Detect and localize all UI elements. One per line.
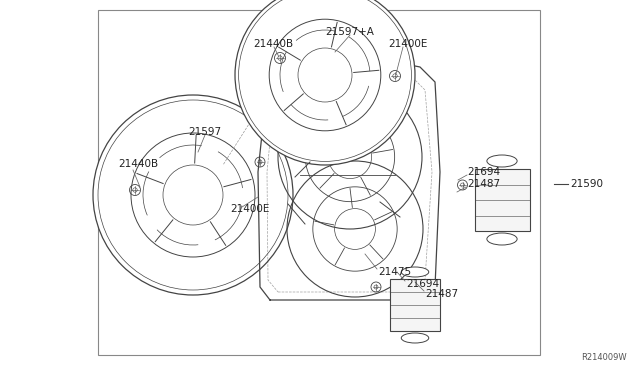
Text: 21487: 21487 xyxy=(425,289,458,299)
Ellipse shape xyxy=(487,233,517,245)
Circle shape xyxy=(235,0,415,165)
Text: R214009W: R214009W xyxy=(581,353,627,362)
Text: 21440B: 21440B xyxy=(253,39,293,49)
Text: 21590: 21590 xyxy=(570,179,603,189)
Ellipse shape xyxy=(401,267,429,277)
Text: 21487: 21487 xyxy=(467,179,500,189)
Text: 21597+A: 21597+A xyxy=(326,27,374,37)
Ellipse shape xyxy=(401,333,429,343)
Text: 21475: 21475 xyxy=(378,267,411,277)
Text: 21597: 21597 xyxy=(188,127,221,137)
Bar xyxy=(474,169,529,231)
Text: 21694: 21694 xyxy=(467,167,500,177)
Ellipse shape xyxy=(487,155,517,167)
Text: 21400E: 21400E xyxy=(230,204,269,214)
Text: 21400E: 21400E xyxy=(388,39,428,49)
Text: 21440B: 21440B xyxy=(118,159,158,169)
Circle shape xyxy=(93,95,293,295)
Bar xyxy=(390,279,440,331)
Bar xyxy=(98,10,540,355)
Text: 21694: 21694 xyxy=(406,279,439,289)
